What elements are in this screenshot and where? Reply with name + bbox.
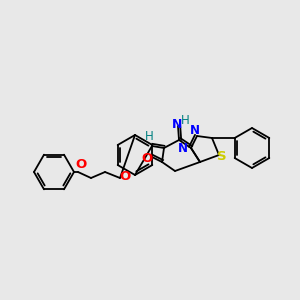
Text: O: O: [75, 158, 87, 172]
Text: H: H: [181, 113, 189, 127]
Text: O: O: [141, 152, 153, 164]
Text: N: N: [178, 142, 188, 155]
Text: N: N: [172, 118, 182, 131]
Text: O: O: [119, 170, 130, 184]
Text: H: H: [145, 130, 153, 143]
Text: S: S: [217, 151, 227, 164]
Text: N: N: [190, 124, 200, 137]
